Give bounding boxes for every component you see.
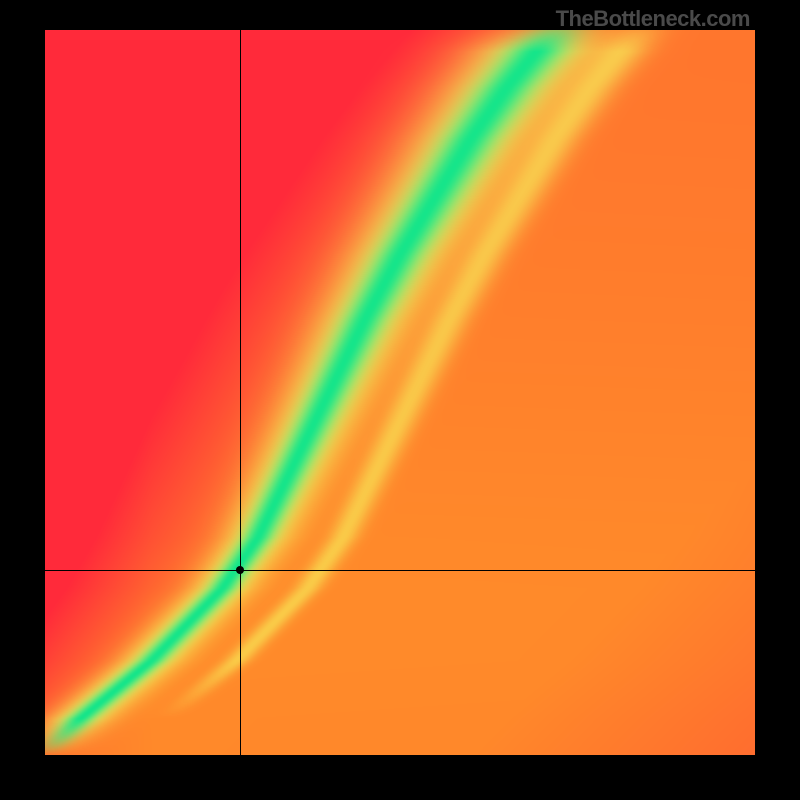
crosshair-vertical xyxy=(240,30,241,755)
plot-area xyxy=(45,30,755,755)
marker-dot xyxy=(236,566,244,574)
heatmap-canvas xyxy=(45,30,755,755)
crosshair-horizontal xyxy=(45,570,755,571)
watermark-text: TheBottleneck.com xyxy=(556,6,750,32)
chart-container: TheBottleneck.com xyxy=(0,0,800,800)
